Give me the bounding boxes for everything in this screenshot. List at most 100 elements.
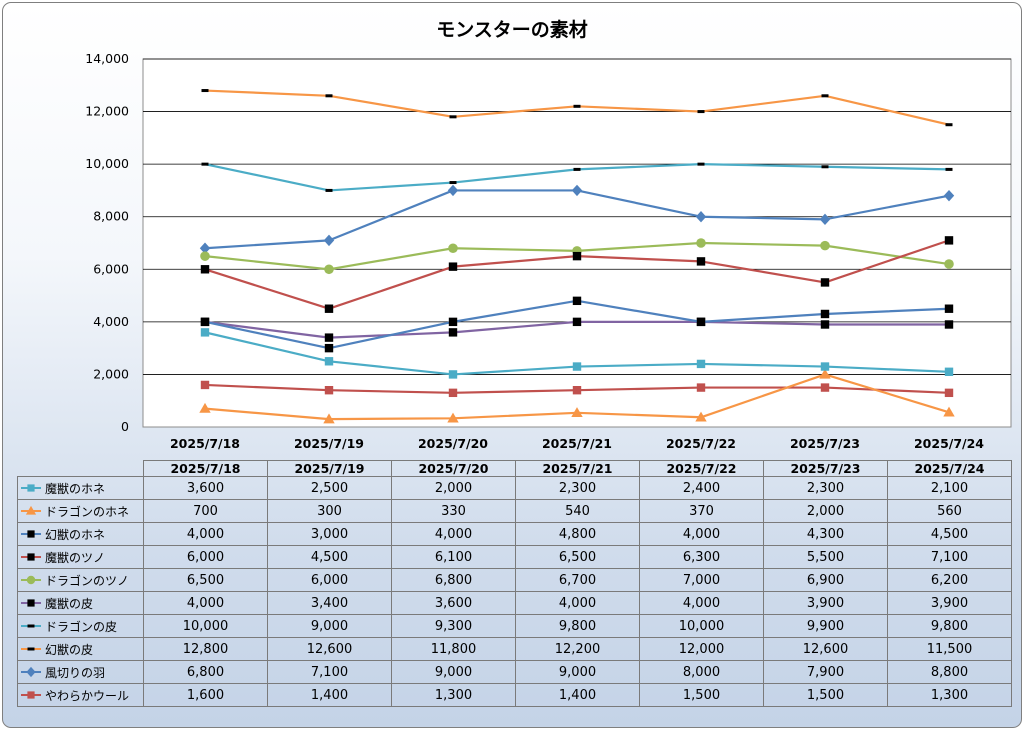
data-point: [571, 407, 583, 418]
data-label: 12,600: [267, 637, 392, 661]
series-幻獣の皮: [201, 89, 953, 127]
data-point: [943, 406, 955, 417]
data-point: [449, 115, 457, 119]
y-tick-label: 0: [121, 419, 129, 434]
series-やわらかウール: [200, 380, 954, 398]
x-tick-label: 2025/7/19: [294, 436, 364, 451]
data-label: 12,000: [639, 637, 764, 661]
data-label: 2,000: [763, 499, 888, 523]
data-label: 4,500: [887, 522, 1012, 546]
data-point: [572, 362, 582, 371]
data-label: 6,800: [391, 568, 516, 592]
series-name: ドラゴンのホネ: [45, 504, 130, 519]
data-point: [819, 368, 831, 379]
series-name: ドラゴンの皮: [45, 619, 118, 634]
data-point: [573, 167, 581, 171]
table-row: ドラゴンのツノ 6,500 6,000 6,800 6,700 7,000 6,900 6,2…: [17, 568, 1012, 592]
data-point: [573, 104, 581, 108]
data-label: 9,000: [515, 660, 640, 684]
chart-title: モンスターの素材: [436, 19, 588, 41]
data-label: 2,000: [391, 476, 516, 500]
data-label: 300: [267, 499, 392, 523]
data-label: 4,000: [515, 591, 640, 615]
data-label: 3,400: [267, 591, 392, 615]
y-tick-label: 10,000: [85, 156, 129, 171]
data-point: [448, 317, 458, 327]
legend-cell: 魔獣のツノ: [17, 545, 144, 569]
data-point: [695, 211, 707, 223]
legend-key-icon: [21, 599, 41, 607]
data-label: 9,800: [515, 614, 640, 638]
legend-key-marker: [27, 484, 35, 492]
legend-key-icon: [21, 666, 41, 678]
data-point: [324, 357, 334, 366]
data-label: 1,500: [639, 683, 764, 707]
data-point: [819, 213, 831, 226]
data-point: [325, 188, 333, 192]
data-label: 4,000: [639, 591, 764, 615]
legend-key-marker: [27, 691, 35, 699]
legend-key-marker: [27, 599, 35, 607]
data-point: [820, 278, 830, 287]
data-point: [945, 123, 953, 127]
data-label: 3,900: [763, 591, 888, 615]
table-row: 幻獣の皮 12,800 12,600 11,800 12,200 12,000 12,600…: [17, 637, 1012, 661]
legend-key-icon: [21, 530, 41, 538]
data-label: 3,600: [143, 476, 268, 500]
data-label: 11,500: [887, 637, 1012, 661]
data-label: 560: [887, 499, 1012, 523]
data-point: [448, 243, 458, 254]
data-point: [572, 296, 582, 306]
data-point: [696, 383, 706, 392]
x-tick-label: 2025/7/20: [418, 436, 488, 451]
data-label: 4,000: [391, 522, 516, 546]
legend-key-icon: [21, 553, 41, 561]
legend-key-marker: [27, 624, 35, 628]
y-tick-label: 8,000: [93, 209, 129, 224]
x-tick-label: 2025/7/22: [666, 436, 736, 451]
legend-cell: 魔獣のホネ: [17, 476, 144, 500]
table-row: やわらかウール 1,600 1,400 1,300 1,400 1,500 1,500 1,3…: [17, 683, 1012, 707]
data-label: 9,300: [391, 614, 516, 638]
data-point: [821, 165, 829, 169]
data-point: [201, 162, 209, 166]
data-label: 2,100: [887, 476, 1012, 500]
data-label: 6,500: [143, 568, 268, 592]
data-point: [447, 184, 459, 197]
data-point: [448, 370, 458, 379]
data-label: 9,000: [267, 614, 392, 638]
y-tick-label: 14,000: [85, 51, 129, 66]
series-name: やわらかウール: [45, 688, 130, 703]
legend-key-marker: [27, 530, 35, 538]
data-point: [323, 234, 335, 247]
series-幻獣のホネ: [200, 296, 954, 353]
data-label: 6,000: [143, 545, 268, 569]
data-label: 7,000: [639, 568, 764, 592]
data-point: [449, 181, 457, 185]
data-point: [200, 328, 210, 337]
data-label: 5,500: [763, 545, 888, 569]
series-ドラゴンのホネ: [199, 368, 955, 424]
legend-cell: 幻獣のホネ: [17, 522, 144, 546]
data-point: [199, 402, 211, 413]
data-point: [572, 251, 582, 261]
data-label: 1,400: [515, 683, 640, 707]
legend-cell: ドラゴンのツノ: [17, 568, 144, 592]
data-label: 9,800: [887, 614, 1012, 638]
series-name: ドラゴンのツノ: [45, 573, 130, 588]
data-label: 4,000: [143, 591, 268, 615]
table-header-row: 2025/7/18 2025/7/19 2025/7/20 2025/7/21 2025…: [17, 460, 1012, 477]
series-name: 魔獣の皮: [45, 596, 94, 611]
data-point: [323, 413, 335, 424]
data-label: 2,400: [639, 476, 764, 500]
data-label: 6,200: [887, 568, 1012, 592]
legend-key-marker: [27, 553, 35, 561]
table-row: 風切りの羽 6,800 7,100 9,000 9,000 8,000 7,900 8,800: [17, 660, 1012, 684]
data-label: 6,300: [639, 545, 764, 569]
series-魔獣のツノ: [200, 236, 954, 313]
series-name: 魔獣のツノ: [45, 550, 106, 565]
data-point: [697, 162, 705, 166]
data-label: 1,400: [267, 683, 392, 707]
data-label: 11,800: [391, 637, 516, 661]
data-point: [820, 240, 830, 251]
